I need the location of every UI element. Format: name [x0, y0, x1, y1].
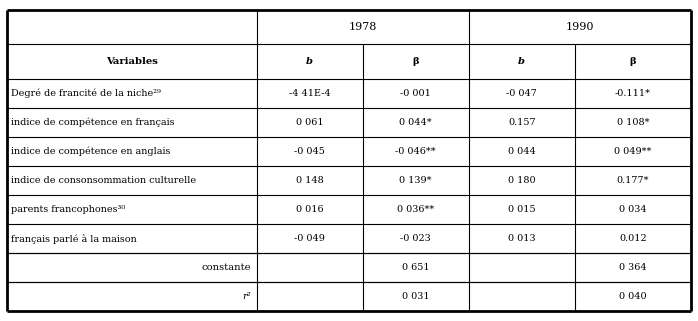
Text: 0.177*: 0.177* [616, 176, 649, 185]
Text: -0 001: -0 001 [400, 89, 431, 98]
Text: indice de compétence en français: indice de compétence en français [11, 118, 174, 127]
Text: -0 047: -0 047 [506, 89, 537, 98]
Text: b: b [306, 57, 313, 66]
Text: -0 049: -0 049 [295, 234, 325, 243]
Text: -0 045: -0 045 [295, 147, 325, 156]
Text: Degré de francité de la niche²⁹: Degré de francité de la niche²⁹ [11, 89, 161, 98]
Text: -4 41E-4: -4 41E-4 [289, 89, 330, 98]
Text: 0 015: 0 015 [508, 205, 535, 214]
Text: constante: constante [202, 263, 251, 272]
Text: 0 036**: 0 036** [397, 205, 434, 214]
Text: 0 034: 0 034 [619, 205, 646, 214]
Text: français parlé à la maison: français parlé à la maison [11, 234, 137, 244]
Text: 0 044: 0 044 [508, 147, 535, 156]
Text: 0 148: 0 148 [296, 176, 324, 185]
Text: indice de compétence en anglais: indice de compétence en anglais [11, 147, 170, 156]
Text: 0 651: 0 651 [402, 263, 429, 272]
Text: 0 108*: 0 108* [616, 118, 649, 127]
Text: 1990: 1990 [565, 22, 594, 32]
Text: 0 031: 0 031 [402, 292, 429, 301]
Text: 0 364: 0 364 [619, 263, 646, 272]
Text: -0 023: -0 023 [401, 234, 431, 243]
Text: 0 061: 0 061 [296, 118, 323, 127]
Text: r²: r² [242, 292, 251, 301]
Text: 0 040: 0 040 [619, 292, 646, 301]
Text: 0 180: 0 180 [508, 176, 535, 185]
Text: 0 016: 0 016 [296, 205, 323, 214]
Text: indice de consonsommation culturelle: indice de consonsommation culturelle [11, 176, 196, 185]
Text: 0 013: 0 013 [508, 234, 535, 243]
Text: parents francophones³⁰: parents francophones³⁰ [11, 205, 126, 214]
Text: b: b [518, 57, 525, 66]
Text: 0 044*: 0 044* [399, 118, 432, 127]
Text: 0.012: 0.012 [619, 234, 646, 243]
Text: 0 049**: 0 049** [614, 147, 651, 156]
Text: β: β [630, 57, 636, 66]
Text: 0 139*: 0 139* [399, 176, 432, 185]
Text: 1978: 1978 [348, 22, 377, 32]
Text: 0.157: 0.157 [508, 118, 535, 127]
Text: β: β [413, 57, 419, 66]
Text: -0 046**: -0 046** [395, 147, 436, 156]
Text: Variables: Variables [106, 57, 158, 66]
Text: -0.111*: -0.111* [615, 89, 651, 98]
